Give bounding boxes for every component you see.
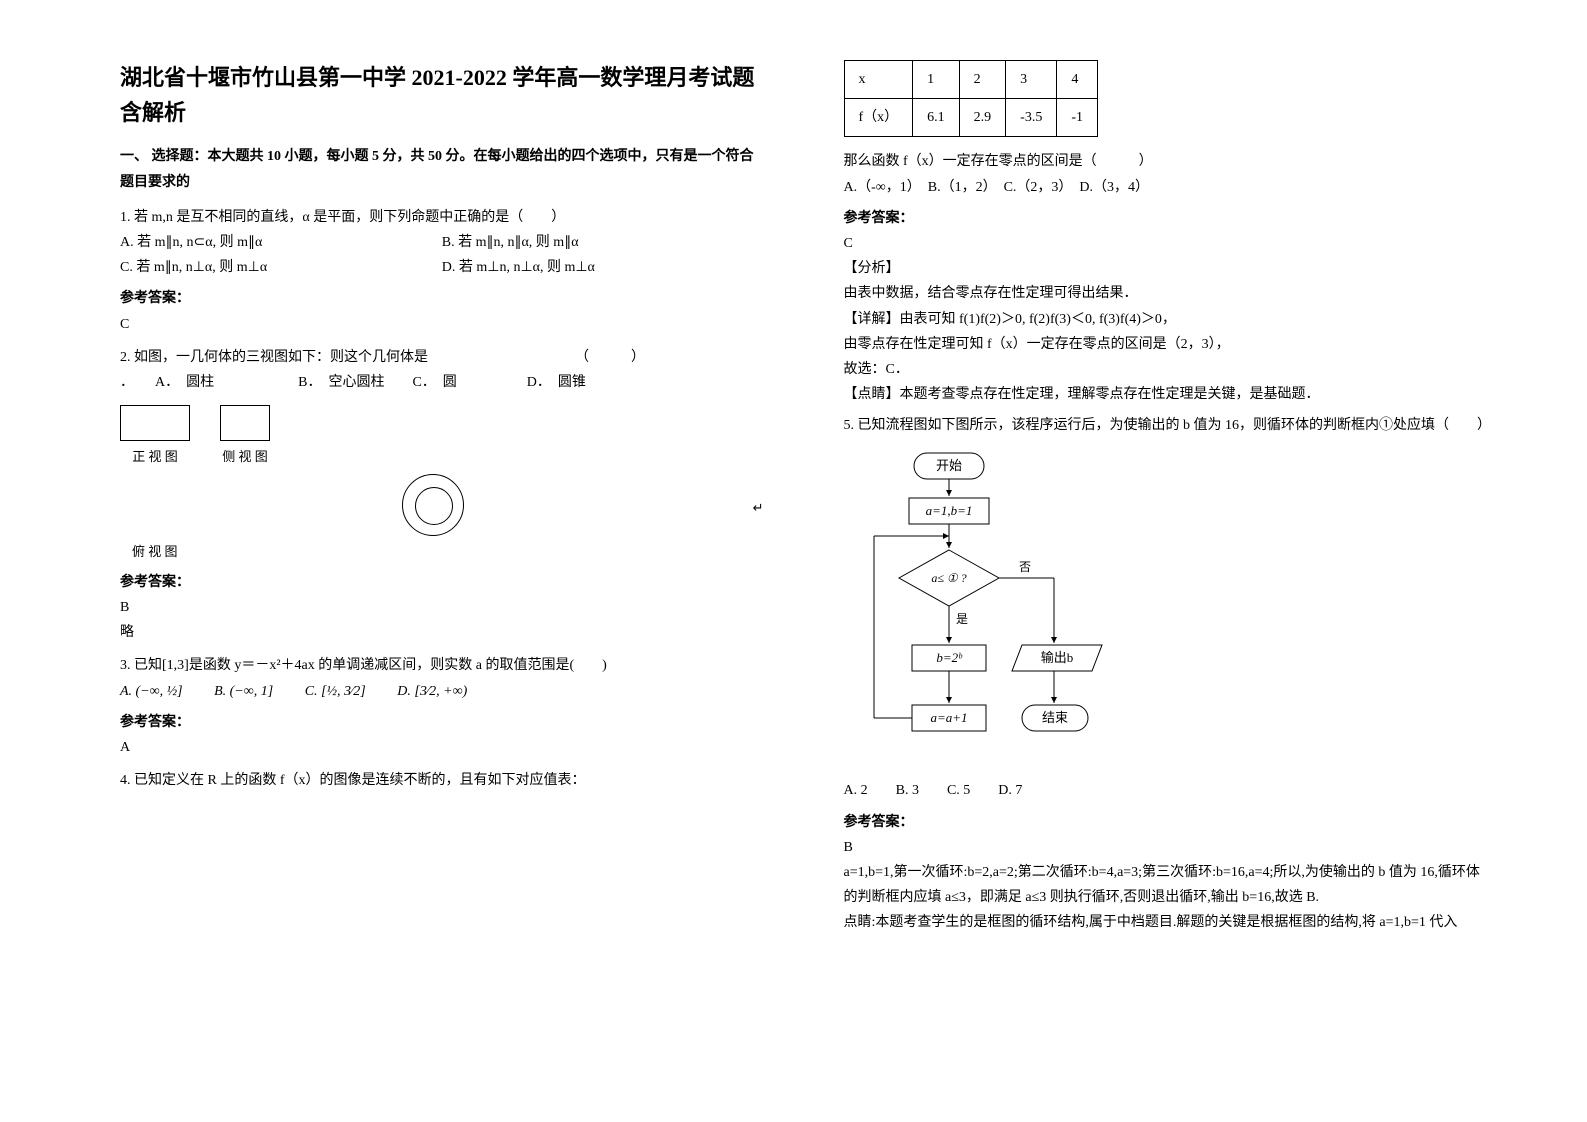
top-circles-icon (402, 474, 464, 536)
q3-answer: A (120, 735, 764, 760)
flow-start: 开始 (935, 458, 961, 473)
td-2: 2.9 (959, 99, 1006, 137)
flow-init: a=1,b=1 (925, 503, 972, 518)
flowchart: 开始 a=1,b=1 a≤ ① ? 否 是 b=2ᵇ (844, 448, 1488, 768)
flow-cond: a≤ ① ? (931, 571, 966, 585)
q5-answer: B (844, 835, 1488, 860)
q4-detail-label: 【详解】 (844, 312, 900, 327)
q4-table: x 1 2 3 4 f（x） 6.1 2.9 -3.5 -1 (844, 60, 1099, 137)
q4-answer-label: 参考答案： (844, 206, 1488, 231)
side-rect-icon (220, 405, 270, 441)
q2-stem: 2. 如图，一几何体的三视图如下：则这个几何体是 （ ） (120, 345, 764, 370)
flow-yes: 是 (956, 612, 968, 626)
flow-no: 否 (1019, 560, 1031, 574)
q4-analysis: 由表中数据，结合零点存在性定理可得出结果． (844, 281, 1488, 306)
q5-stem: 5. 已知流程图如下图所示，该程序运行后，为使输出的 b 值为 16，则循环体的… (844, 413, 1488, 438)
q4-point: 【点睛】本题考查零点存在性定理，理解零点存在性定理是关键，是基础题． (844, 382, 1488, 407)
q4-point-text: 本题考查零点存在性定理，理解零点存在性定理是关键，是基础题． (900, 387, 1320, 402)
flow-end: 结束 (1041, 710, 1067, 725)
q4-opts: A.（-∞，1） B.（1，2） C.（2，3） D.（3，4） (844, 175, 1488, 200)
th-4: 4 (1057, 61, 1098, 99)
td-fx: f（x） (844, 99, 913, 137)
th-1: 1 (913, 61, 960, 99)
question-5: 5. 已知流程图如下图所示，该程序运行后，为使输出的 b 值为 16，则循环体的… (844, 413, 1488, 935)
q3-stem: 3. 已知[1,3]是函数 y＝－x²＋4ax 的单调递减区间，则实数 a 的取… (120, 653, 764, 678)
td-1: 6.1 (913, 99, 960, 137)
q2-note: 略 (120, 620, 764, 645)
q4-detail: 【详解】由表可知 f(1)f(2)＞0, f(2)f(3)＜0, f(3)f(4… (844, 307, 1488, 332)
q3-opts: A. (−∞, ½] B. (−∞, 1] C. [½, 3⁄2] D. [3⁄… (120, 679, 764, 704)
q3-optB: B. (−∞, 1] (214, 684, 273, 699)
q5-opts: A. 2 B. 3 C. 5 D. 7 (844, 778, 1488, 803)
q5-sol1: a=1,b=1,第一次循环:b=2,a=2;第二次循环:b=4,a=3;第三次循… (844, 860, 1488, 910)
th-x: x (844, 61, 913, 99)
th-2: 2 (959, 61, 1006, 99)
table-header-row: x 1 2 3 4 (844, 61, 1098, 99)
th-3: 3 (1006, 61, 1057, 99)
q3-optC: C. [½, 3⁄2] (305, 684, 366, 699)
q2-answer: B (120, 595, 764, 620)
q2-opts: ． A． 圆柱 B． 空心圆柱 C． 圆 D． 圆锥 (120, 370, 764, 395)
td-4: -1 (1057, 99, 1098, 137)
side-view-label: 侧 视 图 (220, 445, 270, 468)
q1-optA: A. 若 m∥n, n⊂α, 则 m∥α (120, 230, 442, 255)
flow-out: 输出b (1040, 650, 1073, 665)
side-view: 侧 视 图 (220, 405, 270, 468)
q5-sol2: 点睛:本题考查学生的是框图的循环结构,属于中档题目.解题的关键是根据框图的结构,… (844, 910, 1488, 935)
q1-stem: 1. 若 m,n 是互不相同的直线，α 是平面，则下列命题中正确的是（ ） (120, 205, 764, 230)
q4-detail3: 故选：C． (844, 357, 1488, 382)
q2-answer-label: 参考答案： (120, 570, 764, 595)
three-views: 正 视 图 侧 视 图 (120, 405, 764, 468)
right-column: x 1 2 3 4 f（x） 6.1 2.9 -3.5 -1 那么函数 f（x）… (804, 60, 1508, 1082)
q4-point-label: 【点睛】 (844, 387, 900, 402)
question-4-stem: 4. 已知定义在 R 上的函数 f（x）的图像是连续不断的，且有如下对应值表： (120, 768, 764, 793)
q3-optA: A. (−∞, ½] (120, 684, 183, 699)
q4-detail1: 由表可知 f(1)f(2)＞0, f(2)f(3)＜0, f(3)f(4)＞0， (900, 312, 1176, 327)
q1-optB: B. 若 m∥n, n∥α, 则 m∥α (442, 230, 764, 255)
q4-line1: 那么函数 f（x）一定存在零点的区间是（ ） (844, 149, 1488, 174)
flowchart-svg: 开始 a=1,b=1 a≤ ① ? 否 是 b=2ᵇ (844, 448, 1124, 768)
page-title: 湖北省十堰市竹山县第一中学 2021-2022 学年高一数学理月考试题含解析 (120, 60, 764, 130)
q4-detail2: 由零点存在性定理可知 f（x）一定存在零点的区间是（2，3）， (844, 332, 1488, 357)
q3-answer-label: 参考答案： (120, 710, 764, 735)
front-view: 正 视 图 (120, 405, 190, 468)
flow-inc: a=a+1 (930, 710, 967, 725)
section-heading: 一、 选择题：本大题共 10 小题，每小题 5 分，共 50 分。在每小题给出的… (120, 144, 764, 194)
td-3: -3.5 (1006, 99, 1057, 137)
q1-answer: C (120, 312, 764, 337)
table-row: f（x） 6.1 2.9 -3.5 -1 (844, 99, 1098, 137)
q3-optD: D. [3⁄2, +∞) (397, 684, 467, 699)
q1-answer-label: 参考答案： (120, 286, 764, 311)
flow-body: b=2ᵇ (936, 650, 963, 665)
question-3: 3. 已知[1,3]是函数 y＝－x²＋4ax 的单调递减区间，则实数 a 的取… (120, 653, 764, 760)
top-view-label: 俯 视 图 (132, 540, 764, 563)
question-1: 1. 若 m,n 是互不相同的直线，α 是平面，则下列命题中正确的是（ ） A.… (120, 205, 764, 337)
arrow-symbol: ↵ (753, 496, 764, 519)
q1-optC: C. 若 m∥n, n⊥α, 则 m⊥α (120, 255, 442, 280)
left-column: 湖北省十堰市竹山县第一中学 2021-2022 学年高一数学理月考试题含解析 一… (100, 60, 804, 1082)
top-view: ↵ 俯 视 图 (126, 474, 764, 563)
q5-answer-label: 参考答案： (844, 810, 1488, 835)
q4-stem: 4. 已知定义在 R 上的函数 f（x）的图像是连续不断的，且有如下对应值表： (120, 768, 764, 793)
q4-analysis-label: 【分析】 (844, 256, 1488, 281)
front-rect-icon (120, 405, 190, 441)
q1-optD: D. 若 m⊥n, n⊥α, 则 m⊥α (442, 255, 764, 280)
front-view-label: 正 视 图 (120, 445, 190, 468)
question-2: 2. 如图，一几何体的三视图如下：则这个几何体是 （ ） ． A． 圆柱 B． … (120, 345, 764, 646)
q4-answer: C (844, 231, 1488, 256)
